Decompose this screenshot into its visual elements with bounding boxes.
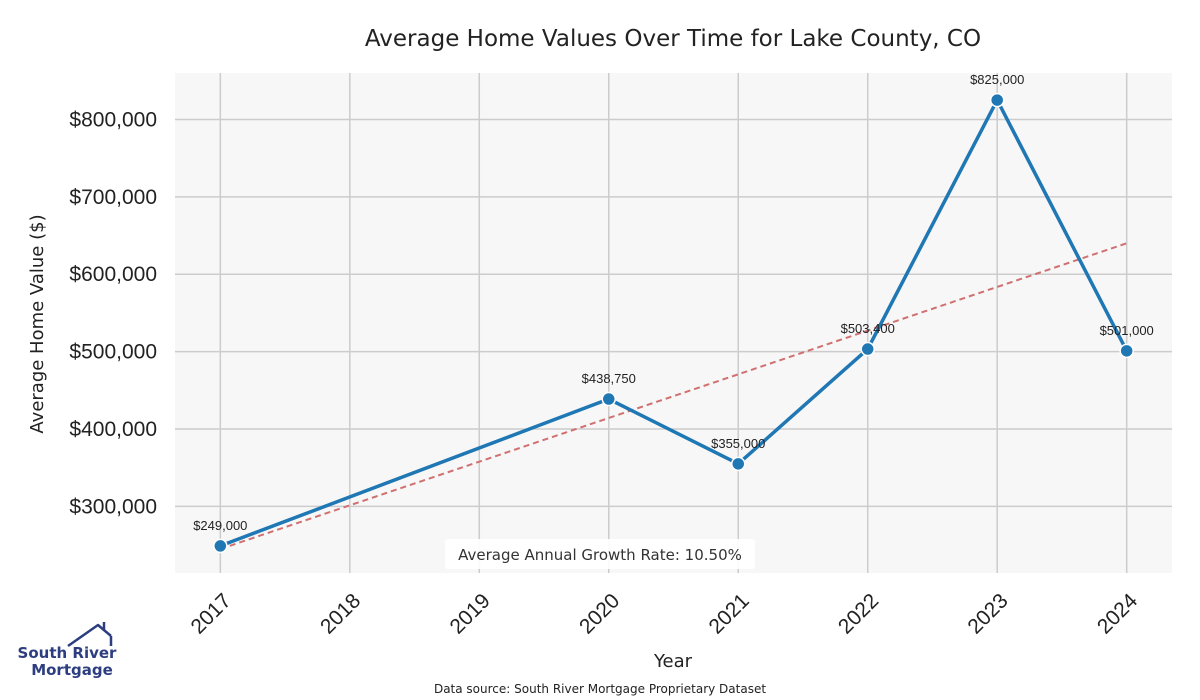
y-tick-label: $500,000 [69,341,157,364]
growth-note: Average Annual Growth Rate: 10.50% [458,546,742,564]
data-labels: $249,000 $438,750 $355,000 $503,400 $825,000… [193,72,1154,533]
y-tick-label: $800,000 [69,108,157,131]
data-label: $501,000 [1100,323,1154,338]
data-point [213,538,228,554]
data-source-note: Data source: South River Mortgage Propri… [434,682,766,696]
data-point [989,92,1005,108]
company-logo: South River Mortgage [18,622,118,679]
x-tick-label: 2019 [446,589,495,638]
x-tick-label: 2021 [704,589,753,638]
y-tick-label: $400,000 [69,418,157,441]
data-point [860,341,875,357]
y-tick-label: $300,000 [69,495,157,518]
house-icon [67,622,113,648]
series-line [219,98,1129,548]
x-axis-ticks: 2017 2018 2019 2020 2021 2022 2023 2024 [187,589,1143,639]
data-label: $249,000 [193,518,247,533]
growth-note-box [445,539,755,569]
y-axis-label: Average Home Value ($) [27,214,48,433]
data-point [730,456,746,472]
y-tick-label: $700,000 [69,186,157,209]
data-label: $503,400 [841,321,895,336]
y-tick-label: $600,000 [69,263,157,286]
data-point [601,391,617,407]
x-tick-label: 2023 [963,589,1012,638]
x-tick-label: 2018 [316,589,365,638]
data-label: $438,750 [582,371,636,386]
logo-line-2: Mortgage [31,661,113,679]
x-tick-label: 2017 [187,589,236,638]
grid [175,73,1172,573]
data-points [213,92,1134,554]
data-point [1119,343,1134,359]
logo-line-1: South River [18,644,118,662]
x-tick-label: 2024 [1093,589,1143,639]
data-label: $355,000 [711,436,765,451]
plot-area [175,73,1172,573]
x-axis-label: Year [653,651,693,672]
y-axis-ticks: $300,000 $400,000 $500,000 $600,000 $700,000… [69,108,157,518]
chart-title: Average Home Values Over Time for Lake C… [365,26,981,52]
x-tick-label: 2020 [575,589,624,638]
data-label: $825,000 [970,72,1024,87]
x-tick-label: 2022 [834,589,883,638]
